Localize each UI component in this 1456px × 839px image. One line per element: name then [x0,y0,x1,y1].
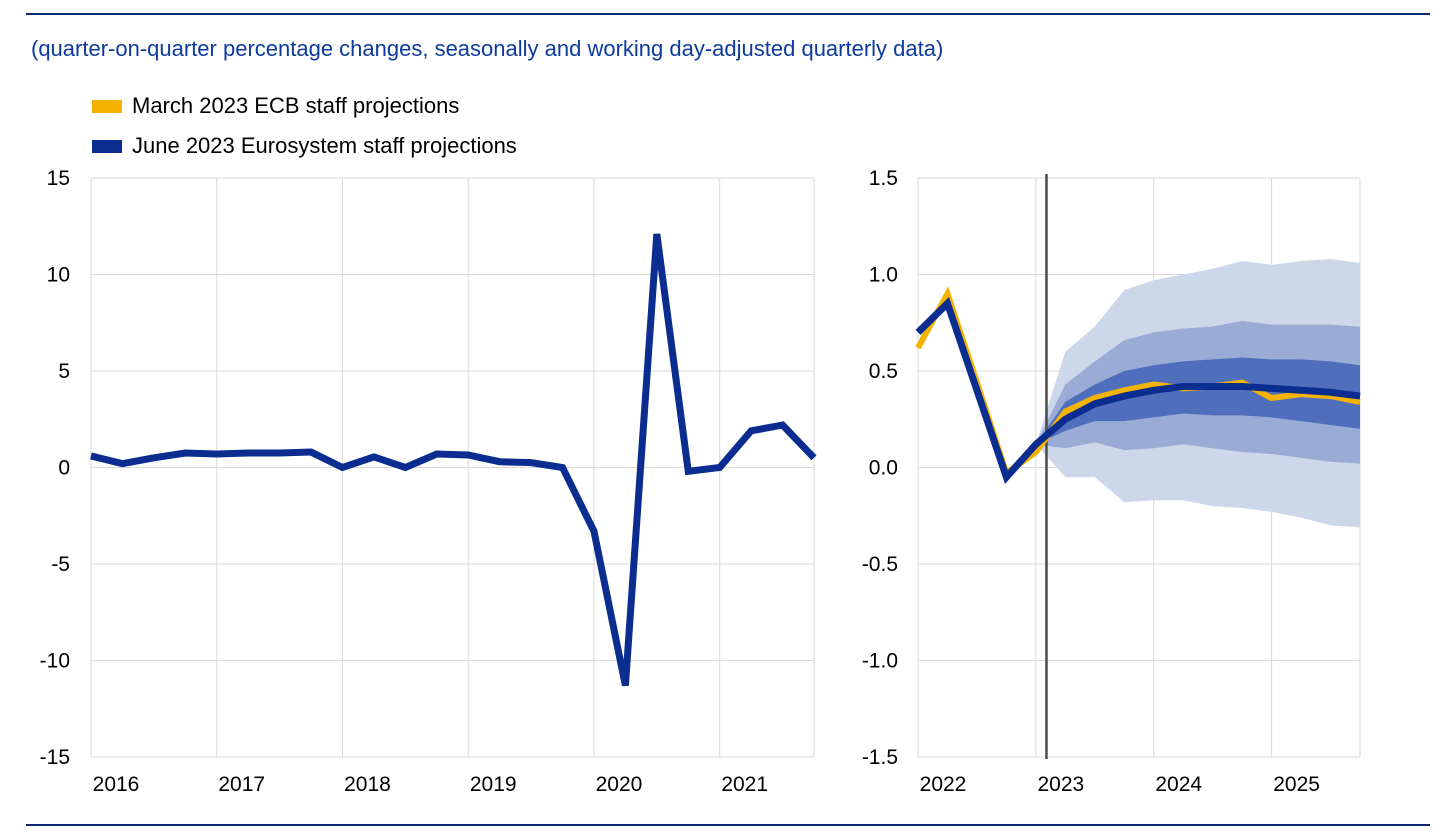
y-tick-label: -10 [40,650,70,673]
y-tick-label: 0 [58,457,70,480]
x-tick-label: 2016 [93,773,140,796]
legend-swatch-june [92,139,122,153]
chart-panel-1: -15 -10 -5 0 5 10 15 2016 2017 2018 2019 2020 2021 [40,167,817,796]
y-tick-label: 15 [47,167,70,190]
x-tick-label: 2021 [721,773,768,796]
legend: March 2023 ECB staff projections June 20… [92,86,517,166]
legend-item-june: June 2023 Eurosystem staff projections [92,126,517,166]
x-tick-label: 2022 [920,773,967,796]
x-tick-label: 2023 [1038,773,1085,796]
x-tick-label: 2018 [344,773,391,796]
y-tick-label: -15 [40,746,70,769]
series-line-june [915,297,1361,484]
x-tick-label: 2020 [596,773,643,796]
x-tick-label: 2025 [1273,773,1320,796]
bottom-rule [26,824,1430,826]
chart-panel-2: -1.5 -1.0 -0.5 0.0 0.5 1.0 1.5 2022 2023 2024 2025 [862,167,1361,796]
legend-label-march: March 2023 ECB staff projections [132,93,460,118]
y-tick-label: -1.0 [862,650,898,673]
legend-label-june: June 2023 Eurosystem staff projections [132,133,517,158]
y-tick-label: 0.5 [869,360,898,383]
series-line-june [90,233,817,687]
x-tick-label: 2019 [470,773,517,796]
y-tick-label: -5 [51,553,70,576]
legend-item-march: March 2023 ECB staff projections [92,86,517,126]
x-tick-label: 2024 [1155,773,1202,796]
y-tick-label: -0.5 [862,553,898,576]
top-rule [26,13,1430,15]
y-tick-label: 5 [58,360,70,383]
y-tick-label: 0.0 [869,457,898,480]
uncertainty-band-inner [1035,357,1360,445]
chart-subtitle: (quarter-on-quarter percentage changes, … [31,36,944,61]
y-tick-label: 1.0 [869,264,898,287]
legend-swatch-march [92,99,122,113]
x-tick-label: 2017 [218,773,265,796]
y-tick-label: -1.5 [862,746,898,769]
y-tick-label: 1.5 [869,167,898,190]
y-tick-label: 10 [47,264,70,287]
